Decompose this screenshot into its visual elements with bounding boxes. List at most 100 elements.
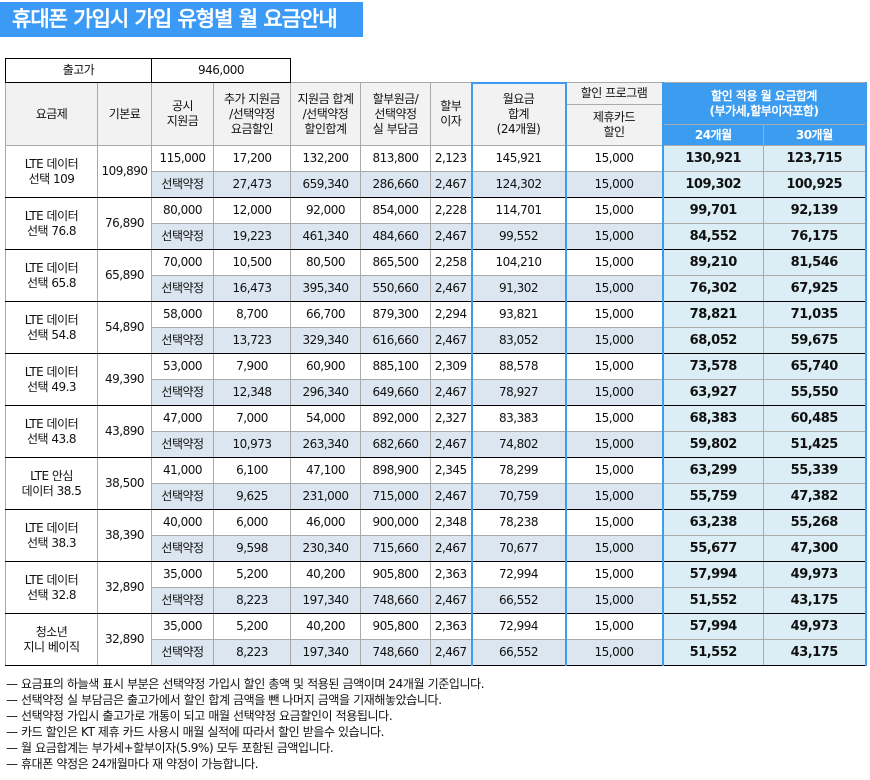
- cell-m30: 55,268: [763, 509, 867, 536]
- cell-card: 15,000: [565, 405, 663, 432]
- note-line: — 선택약정 가입시 출고가로 개통이 되고 매월 선택약정 요금할인이 적용됩…: [6, 709, 393, 723]
- table-row-selective: 선택약정 8,223 197,340 748,660 2,467 66,552 15,000…: [6, 587, 867, 614]
- cell-m30: 47,300: [763, 535, 867, 562]
- cell-card: 15,000: [565, 171, 663, 198]
- cell-extra: 16,473: [213, 275, 291, 302]
- cell-card: 15,000: [565, 301, 663, 328]
- cell-card: 15,000: [565, 587, 663, 614]
- header-applied: 할인 적용 월 요금합계 (부가세,할부이자포함): [661, 82, 867, 125]
- table-row-selective: 선택약정 19,223 461,340 484,660 2,467 99,552 15,00…: [6, 223, 867, 250]
- cell-installment: 682,660: [360, 431, 431, 458]
- cell-installment: 900,000: [360, 509, 431, 536]
- plan-name: LTE 데이터 선택 65.8: [5, 249, 98, 302]
- cell-m24: 84,552: [661, 223, 764, 250]
- cell-monthly: 114,701: [470, 197, 567, 224]
- header-plan: 요금제: [5, 82, 98, 146]
- cell-card: 15,000: [565, 509, 663, 536]
- cell-public: 53,000: [151, 353, 214, 380]
- cell-extra: 13,723: [213, 327, 291, 354]
- header-30: 30개월: [763, 124, 867, 146]
- cell-public: 선택약정: [151, 431, 214, 458]
- cell-m30: 43,175: [763, 587, 867, 614]
- header-card: 제휴카드 할인: [565, 104, 663, 146]
- plan-base: 49,390: [97, 353, 152, 406]
- cell-card: 15,000: [565, 249, 663, 276]
- cell-m24: 130,921: [661, 145, 764, 172]
- cell-public: 47,000: [151, 405, 214, 432]
- plan-name: LTE 데이터 선택 43.8: [5, 405, 98, 458]
- cell-total: 329,340: [290, 327, 361, 354]
- cell-m30: 81,546: [763, 249, 867, 276]
- cell-extra: 8,223: [213, 639, 291, 666]
- cell-card: 15,000: [565, 431, 663, 458]
- cell-total: 46,000: [290, 509, 361, 536]
- cell-extra: 7,000: [213, 405, 291, 432]
- table-row-subsidy: LTE 데이터 선택 38.3 38,390 40,000 6,000 46,000 90…: [5, 509, 867, 562]
- cell-card: 15,000: [565, 197, 663, 224]
- cell-public: 선택약정: [151, 327, 214, 354]
- cell-monthly: 88,578: [470, 353, 567, 380]
- cell-card: 15,000: [565, 223, 663, 250]
- table-row-subsidy: LTE 데이터 선택 32.8 32,890 35,000 5,200 40,200 90…: [5, 561, 867, 614]
- cell-interest: 2,327: [430, 405, 472, 432]
- cell-card: 15,000: [565, 379, 663, 406]
- cell-installment: 905,800: [360, 613, 431, 640]
- cell-m30: 59,675: [763, 327, 867, 354]
- plan-base: 54,890: [97, 301, 152, 354]
- cell-installment: 879,300: [360, 301, 431, 328]
- cell-public: 선택약정: [151, 535, 214, 562]
- cell-m30: 55,339: [763, 457, 867, 484]
- cell-interest: 2,363: [430, 613, 472, 640]
- cell-total: 231,000: [290, 483, 361, 510]
- plan-base: 65,890: [97, 249, 152, 302]
- cell-extra: 8,223: [213, 587, 291, 614]
- cell-interest: 2,467: [430, 327, 472, 354]
- cell-m24: 68,052: [661, 327, 764, 354]
- cell-interest: 2,467: [430, 587, 472, 614]
- cell-m24: 99,701: [661, 197, 764, 224]
- cell-m24: 89,210: [661, 249, 764, 276]
- cell-public: 35,000: [151, 561, 214, 588]
- cell-extra: 17,200: [213, 145, 291, 172]
- plan-name: 청소년 지니 베이직: [5, 613, 98, 666]
- table-row-selective: 선택약정 10,973 263,340 682,660 2,467 74,802 15,00…: [6, 431, 867, 458]
- cell-installment: 484,660: [360, 223, 431, 250]
- cell-card: 15,000: [565, 145, 663, 172]
- cell-m30: 49,973: [763, 561, 867, 588]
- header-public: 공시 지원금: [151, 82, 214, 146]
- cell-monthly: 124,302: [470, 171, 567, 198]
- cell-total: 47,100: [290, 457, 361, 484]
- cell-installment: 905,800: [360, 561, 431, 588]
- cell-interest: 2,228: [430, 197, 472, 224]
- plan-name: LTE 데이터 선택 32.8: [5, 561, 98, 614]
- cell-card: 15,000: [565, 275, 663, 302]
- table-row-subsidy: LTE 데이터 선택 76.8 76,890 80,000 12,000 92,000 8…: [5, 197, 867, 250]
- cell-monthly: 66,552: [470, 639, 567, 666]
- cell-total: 296,340: [290, 379, 361, 406]
- cell-interest: 2,294: [430, 301, 472, 328]
- price-label: 출고가: [5, 58, 152, 83]
- cell-card: 15,000: [565, 535, 663, 562]
- cell-total: 40,200: [290, 561, 361, 588]
- table-row-selective: 선택약정 9,598 230,340 715,660 2,467 70,677 15,000…: [6, 535, 867, 562]
- cell-public: 선택약정: [151, 275, 214, 302]
- table-row-subsidy: LTE 안심 데이터 38.5 38,500 41,000 6,100 47,100 89…: [5, 457, 867, 510]
- cell-total: 132,200: [290, 145, 361, 172]
- price-value: 946,000: [151, 58, 291, 83]
- cell-m24: 63,238: [661, 509, 764, 536]
- cell-m24: 55,677: [661, 535, 764, 562]
- cell-installment: 854,000: [360, 197, 431, 224]
- cell-installment: 616,660: [360, 327, 431, 354]
- plan-base: 32,890: [97, 561, 152, 614]
- cell-m30: 92,139: [763, 197, 867, 224]
- cell-m24: 63,927: [661, 379, 764, 406]
- cell-total: 197,340: [290, 587, 361, 614]
- cell-m30: 47,382: [763, 483, 867, 510]
- cell-extra: 9,598: [213, 535, 291, 562]
- plan-base: 109,890: [97, 145, 152, 198]
- cell-public: 80,000: [151, 197, 214, 224]
- cell-card: 15,000: [565, 353, 663, 380]
- cell-monthly: 83,052: [470, 327, 567, 354]
- cell-monthly: 93,821: [470, 301, 567, 328]
- cell-installment: 898,900: [360, 457, 431, 484]
